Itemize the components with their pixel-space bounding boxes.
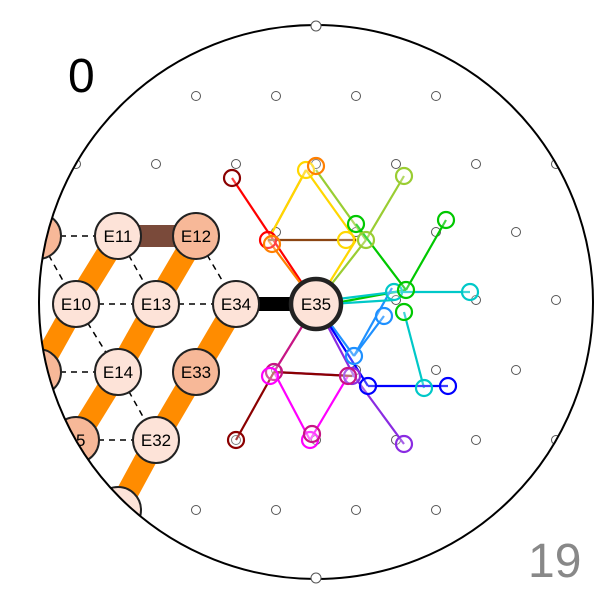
electrode-circle xyxy=(39,348,62,396)
cursor-path-segment xyxy=(353,375,405,445)
lattice-dot xyxy=(351,505,361,515)
lattice-dot xyxy=(551,295,561,305)
electrode-e9[interactable]: 9 xyxy=(15,348,62,396)
electrode-e11[interactable]: E11 xyxy=(94,212,142,260)
lattice-dot xyxy=(271,505,281,515)
lattice-dot xyxy=(431,505,441,515)
electrode-label: E33 xyxy=(181,363,211,382)
cursor-sample-dot xyxy=(374,306,394,326)
electrode-e32[interactable]: E32 xyxy=(132,416,180,464)
lattice-dot xyxy=(391,159,401,169)
cursor-path-segment xyxy=(273,371,311,441)
electrode-circle xyxy=(288,276,344,332)
electrode-circle xyxy=(94,348,142,396)
lattice-dot xyxy=(39,227,41,237)
electrode-label: 6 xyxy=(33,227,42,246)
electrode-label: E35 xyxy=(301,295,331,314)
electrode-e12[interactable]: E12 xyxy=(172,212,220,260)
frame-label: 19 xyxy=(528,535,581,588)
electrode-circle xyxy=(52,280,100,328)
cursor-sample-dot xyxy=(436,210,456,230)
electrode-label: E14 xyxy=(103,363,133,382)
boundary-marker-top xyxy=(310,20,322,32)
electrode-label: E32 xyxy=(141,431,171,450)
cursor-sample-dot xyxy=(260,366,280,386)
lattice-dot xyxy=(471,435,481,445)
electrode-circle xyxy=(172,212,220,260)
electrode-circle xyxy=(132,280,180,328)
cursor-path-segment xyxy=(305,169,357,241)
lattice-dot xyxy=(151,159,161,169)
cursor-sample-dot xyxy=(414,378,434,398)
cursor-path-segment xyxy=(353,287,393,357)
cursor-sample-dot xyxy=(394,434,414,454)
lattice-dot xyxy=(471,159,481,169)
cursor-sample-dot xyxy=(394,302,414,322)
cursor-sample-dot xyxy=(394,166,414,186)
electrode-e34[interactable]: E34 xyxy=(212,280,260,328)
lattice-dot xyxy=(351,91,361,101)
cursor-sample-dot xyxy=(396,280,416,300)
cursor-path-segment xyxy=(365,175,405,241)
electrode-circle xyxy=(94,212,142,260)
electrode-e35[interactable]: E35 xyxy=(288,276,344,332)
electrode-e6[interactable]: 6 xyxy=(15,212,62,260)
cursor-path-segment xyxy=(402,311,426,389)
cursor-sample-dot xyxy=(296,160,316,180)
corner-label: 0 xyxy=(68,50,95,103)
cursor-sample-dot xyxy=(336,230,356,250)
lattice-dot xyxy=(511,227,521,237)
lattice-dot xyxy=(271,91,281,101)
cursor-path-segment xyxy=(355,223,407,291)
lattice-dot xyxy=(511,365,521,375)
cursor-sample-dot xyxy=(438,376,458,396)
electrode-label: E11 xyxy=(104,227,133,246)
cursor-sample-dot xyxy=(262,234,282,254)
electrode-circle xyxy=(212,280,260,328)
electrode-e14[interactable]: E14 xyxy=(94,348,142,396)
cursor-path-segment xyxy=(267,169,307,241)
lattice-dot xyxy=(231,159,241,169)
cursor-sample-dot xyxy=(222,168,242,188)
electrode-label: E12 xyxy=(181,227,211,246)
cursor-path-segment xyxy=(405,219,447,291)
cursor-sample-dot xyxy=(302,424,322,444)
electrode-label: E10 xyxy=(61,295,91,314)
lattice-dot xyxy=(191,505,201,515)
cursor-sample-dot xyxy=(356,230,376,250)
electrode-label: 1 xyxy=(113,501,122,520)
electrode-e10[interactable]: E10 xyxy=(52,280,100,328)
cursor-sample-dot xyxy=(338,366,358,386)
electrode-label: 9 xyxy=(33,363,42,382)
cursor-sample-dot xyxy=(306,156,326,176)
cursor-sample-dot xyxy=(346,214,366,234)
cursor-sample-dot xyxy=(226,430,246,450)
electrode-circle xyxy=(39,212,62,260)
electrode-circle xyxy=(132,416,180,464)
boundary-marker-bottom xyxy=(310,572,322,584)
cursor-path-segment xyxy=(315,169,367,241)
electrode-label: E13 xyxy=(141,295,171,314)
electrode-e13[interactable]: E13 xyxy=(132,280,180,328)
cursor-path-segment xyxy=(309,375,349,441)
electrode-circle xyxy=(172,348,220,396)
cursor-sample-dot xyxy=(460,282,480,302)
lattice-dot xyxy=(431,365,441,375)
lattice-dot xyxy=(39,365,41,375)
electrode-label: E34 xyxy=(221,295,251,314)
cursor-sample-dot xyxy=(344,346,364,366)
cursor-sample-dot xyxy=(358,376,378,396)
lattice-dot xyxy=(431,91,441,101)
lattice-dot xyxy=(191,91,201,101)
electrode-e33[interactable]: E33 xyxy=(172,348,220,396)
